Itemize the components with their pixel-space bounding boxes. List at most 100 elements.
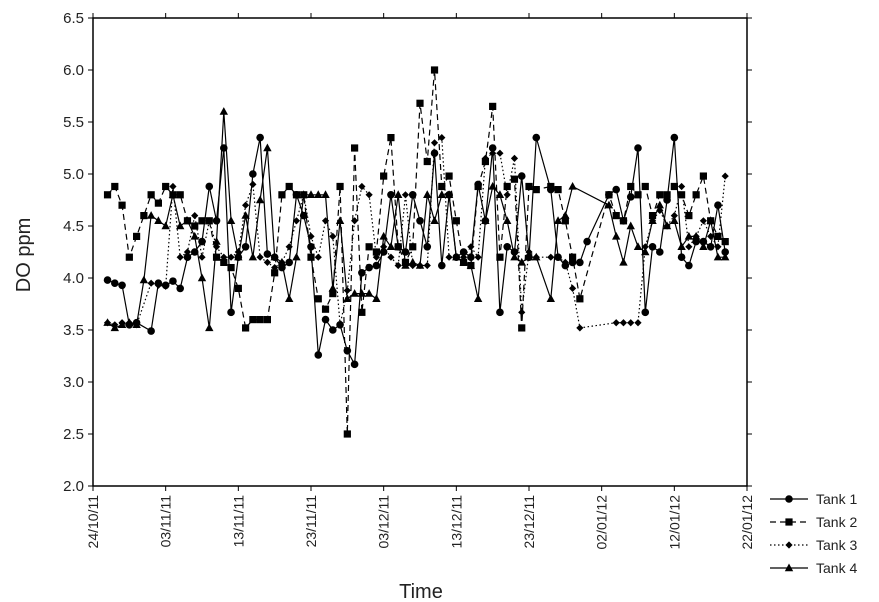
data-point-tank-4 [241, 211, 250, 219]
data-point-tank-1 [147, 327, 155, 335]
data-point-tank-1 [358, 269, 366, 277]
data-point-tank-2 [576, 295, 584, 303]
x-tick-label: 23/12/11 [521, 495, 537, 549]
legend-marker [784, 563, 794, 572]
data-point-tank-3 [714, 243, 722, 251]
data-point-tank-1 [576, 258, 584, 267]
data-point-tank-4 [212, 237, 221, 245]
data-point-tank-1 [329, 326, 337, 334]
data-point-tank-3 [707, 232, 715, 240]
data-point-tank-2 [685, 212, 693, 220]
data-point-tank-4 [161, 221, 170, 230]
data-point-tank-2 [452, 217, 460, 225]
data-point-tank-1 [350, 360, 359, 369]
data-point-tank-4 [721, 252, 730, 261]
data-point-tank-3 [394, 261, 402, 270]
y-tick-label: 4.5 [63, 218, 84, 235]
data-point-tank-3 [525, 248, 533, 256]
data-point-tank-4 [226, 216, 236, 224]
data-point-tank-4 [176, 221, 185, 230]
data-point-tank-2 [380, 172, 388, 180]
data-point-tank-4 [394, 190, 403, 198]
data-point-tank-3 [569, 284, 577, 292]
data-point-tank-1 [656, 248, 664, 256]
y-axis-title: DO ppm [13, 218, 35, 292]
data-point-tank-3 [198, 253, 206, 261]
data-point-tank-4 [168, 190, 178, 198]
data-point-tank-3 [242, 201, 250, 209]
data-point-tank-2 [648, 212, 657, 220]
data-point-tank-2 [387, 134, 395, 142]
data-point-tank-1 [256, 133, 264, 142]
data-point-tank-3 [699, 217, 707, 225]
data-point-tank-1 [423, 243, 432, 251]
data-point-tank-1 [169, 277, 177, 285]
data-point-tank-4 [379, 231, 388, 240]
data-point-tank-2 [133, 232, 141, 240]
legend-marker [785, 518, 793, 526]
data-point-tank-2 [394, 243, 402, 251]
data-point-tank-4 [285, 294, 294, 302]
y-tick-label: 6.0 [63, 62, 84, 79]
data-point-tank-2 [532, 186, 540, 194]
series-tank-3 [103, 134, 729, 332]
data-point-tank-4 [255, 195, 265, 204]
data-point-tank-3 [147, 279, 155, 287]
data-point-tank-4 [408, 257, 417, 266]
data-point-tank-3 [496, 149, 504, 157]
data-point-tank-4 [205, 323, 214, 332]
data-point-tank-1 [285, 258, 294, 267]
data-point-tank-4 [364, 289, 374, 297]
data-point-tank-2 [307, 253, 315, 261]
data-point-tank-2 [358, 308, 366, 316]
data-point-tank-1 [532, 133, 541, 142]
data-point-tank-1 [408, 191, 417, 199]
data-point-tank-4 [277, 257, 287, 266]
data-point-tank-1 [314, 351, 323, 359]
data-point-tank-3 [460, 253, 468, 261]
data-point-tank-2 [430, 66, 439, 74]
data-point-tank-2 [292, 191, 301, 199]
data-point-tank-3 [176, 253, 184, 261]
data-point-tank-2 [285, 182, 293, 191]
data-point-tank-3 [612, 319, 620, 327]
y-tick-label: 5.5 [63, 114, 84, 131]
data-point-tank-3 [314, 253, 322, 261]
data-point-tank-4 [270, 252, 279, 261]
data-point-tank-2 [489, 102, 497, 110]
data-point-tank-2 [278, 191, 286, 199]
data-point-tank-2 [154, 199, 162, 207]
data-point-tank-4 [670, 216, 679, 224]
data-point-tank-4 [473, 294, 483, 302]
data-point-tank-3 [467, 243, 475, 251]
data-point-tank-1 [227, 308, 235, 317]
data-point-tank-2 [714, 232, 722, 240]
data-point-tank-2 [103, 191, 112, 199]
data-point-tank-2 [416, 99, 424, 107]
data-point-tank-3 [205, 217, 213, 225]
data-point-tank-3 [285, 243, 293, 251]
data-point-tank-2 [656, 191, 664, 199]
data-point-tank-4 [154, 216, 163, 224]
data-point-tank-2 [721, 238, 729, 246]
data-point-tank-3 [489, 149, 497, 157]
data-point-tank-2 [351, 144, 359, 152]
x-tick-label: 02/01/12 [594, 495, 610, 550]
legend-label: Tank 4 [816, 560, 857, 576]
data-point-tank-3 [220, 253, 228, 261]
data-point-tank-4 [314, 190, 323, 198]
data-point-tank-4 [350, 289, 359, 297]
y-tick-label: 6.5 [63, 10, 84, 27]
data-point-tank-2 [329, 290, 337, 298]
y-tick-label: 5.0 [63, 166, 84, 183]
data-point-tank-4 [713, 252, 723, 261]
data-point-tank-4 [641, 247, 650, 256]
data-point-tank-3 [634, 319, 642, 327]
data-point-tank-4 [662, 221, 672, 230]
data-point-tank-1 [634, 144, 642, 152]
data-point-tank-1 [721, 248, 729, 256]
data-point-tank-2 [125, 253, 133, 261]
data-point-tank-1 [517, 172, 526, 180]
x-tick-label: 13/11/11 [230, 495, 246, 548]
